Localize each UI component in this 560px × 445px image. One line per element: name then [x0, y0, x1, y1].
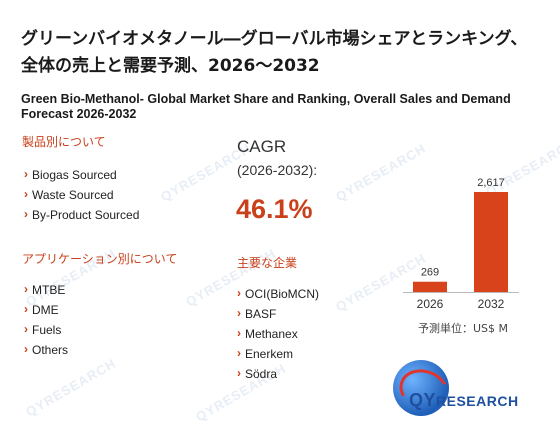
list-item: Others — [24, 339, 68, 360]
tick-label-2032: 2032 — [478, 297, 505, 311]
product-section-heading: 製品別について — [22, 135, 106, 149]
list-item: DME — [24, 299, 68, 320]
list-item: Methanex — [237, 323, 319, 344]
companies-section-heading: 主要な企業 — [237, 256, 298, 270]
application-section-heading: アプリケーション別について — [22, 252, 178, 266]
list-item: Enerkem — [237, 343, 319, 364]
bar-2032 — [474, 192, 508, 292]
list-item: By-Product Sourced — [24, 204, 139, 225]
data-label-2026: 269 — [421, 267, 439, 279]
list-item: BASF — [237, 303, 319, 324]
list-item: MTBE — [24, 279, 68, 300]
globe-icon — [393, 360, 449, 416]
application-list: MTBE DME Fuels Others — [24, 279, 68, 360]
page-title-japanese: グリーンバイオメタノール―グローバル市場シェアとランキング、全体の売上と需要予測… — [21, 29, 528, 76]
list-item: Biogas Sourced — [24, 164, 139, 185]
watermark: QYRESEARCH — [23, 355, 119, 420]
list-item: Waste Sourced — [24, 184, 139, 205]
data-label-2032: 2,617 — [477, 177, 505, 189]
page-title-english: Green Bio-Methanol- Global Market Share … — [21, 92, 511, 121]
tick-label-2026: 2026 — [417, 297, 444, 311]
cagr-period: (2026-2032): — [237, 162, 318, 178]
unit-label: 予測単位：US$ M — [418, 322, 509, 335]
bar-chart: 269 2026 2,617 2032 — [403, 177, 519, 311]
list-item: Södra — [237, 363, 319, 384]
list-item: OCI(BioMCN) — [237, 283, 319, 304]
list-item: Fuels — [24, 319, 68, 340]
cagr-label: CAGR — [237, 137, 287, 156]
company-logo: QYRESEARCH — [393, 360, 533, 420]
cagr-value: 46.1% — [236, 194, 313, 224]
logo-text: QYRESEARCH — [409, 390, 519, 410]
bar-2026 — [413, 281, 447, 292]
product-list: Biogas Sourced Waste Sourced By-Product … — [24, 164, 139, 225]
companies-list: OCI(BioMCN) BASF Methanex Enerkem Södra — [237, 283, 319, 384]
